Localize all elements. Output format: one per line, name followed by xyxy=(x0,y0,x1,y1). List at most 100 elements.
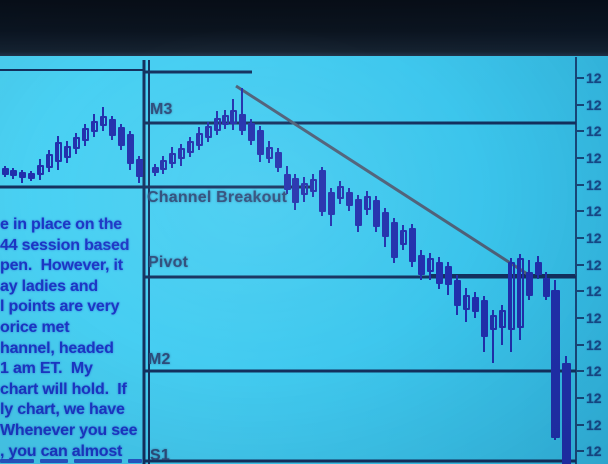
level-label-pivot: Pivot xyxy=(148,254,189,271)
candle-wick xyxy=(312,174,314,197)
candle-bullish xyxy=(91,121,98,132)
candle-bullish xyxy=(230,110,237,124)
commentary-text-panel[interactable]: e in place on the 44 session based pen. Ho… xyxy=(0,204,144,464)
candle-wick xyxy=(501,305,503,345)
commentary-line: hannel, headed xyxy=(0,339,114,357)
candle-wick xyxy=(510,258,512,352)
candle-bearish xyxy=(562,363,571,464)
price-tick-label: 12 xyxy=(586,337,602,353)
candle-bearish xyxy=(10,170,17,176)
candle-bullish xyxy=(463,295,470,310)
candle-bearish xyxy=(391,222,398,258)
candle-bullish xyxy=(196,133,203,146)
candle-bearish xyxy=(319,170,326,212)
commentary-line: Whenever you see xyxy=(0,422,138,439)
commentary-line: l points are very xyxy=(0,298,120,316)
candle-bullish xyxy=(266,147,273,159)
candle-wick xyxy=(48,150,50,172)
candle-wick xyxy=(241,88,243,135)
candle-wick xyxy=(492,310,494,363)
candle-bearish xyxy=(418,255,425,275)
candle-bearish xyxy=(109,119,116,136)
candle-wick xyxy=(268,141,270,163)
candle-bearish xyxy=(355,199,362,226)
candle-wick xyxy=(366,191,368,215)
price-tick-label: 12 xyxy=(586,203,602,219)
level-label-channel-breakout: Channel Breakout xyxy=(147,189,288,206)
candle-bullish xyxy=(178,148,185,159)
candle-bullish xyxy=(222,115,229,125)
candle-wick xyxy=(84,124,86,146)
candle-bearish xyxy=(19,172,26,178)
candle-bullish xyxy=(490,315,497,330)
candle-wick xyxy=(216,111,218,135)
candle-wick xyxy=(232,99,234,130)
price-tick-label: 12 xyxy=(586,363,602,379)
candle-bearish xyxy=(136,159,143,177)
candle-wick xyxy=(198,127,200,150)
downtrend-line xyxy=(235,84,533,279)
level-label-s1: S1 xyxy=(150,447,170,464)
candle-bullish xyxy=(310,179,317,192)
candle-bullish xyxy=(37,165,44,175)
candle-bullish xyxy=(187,141,194,153)
price-tick-label: 12 xyxy=(586,443,602,459)
candle-bullish xyxy=(517,258,524,328)
candle-bullish xyxy=(214,118,221,131)
clipped-text-fragment xyxy=(40,459,68,463)
candle-bullish xyxy=(508,262,515,330)
clipped-text-fragment xyxy=(0,459,34,463)
candle-bullish xyxy=(55,142,62,162)
candle-bullish xyxy=(427,258,434,272)
candle-bullish xyxy=(364,196,371,210)
candle-bearish xyxy=(275,152,282,168)
candle-bearish xyxy=(292,178,299,203)
commentary-line: chart will hold. If xyxy=(0,380,127,398)
candle-wick xyxy=(189,137,191,157)
price-tick-label: 12 xyxy=(586,310,602,326)
commentary-line: pen. However, it xyxy=(0,257,123,275)
clipped-text-fragment xyxy=(128,459,142,463)
candle-wick xyxy=(102,107,104,131)
commentary-line: ly chart, we have xyxy=(0,401,125,419)
price-tick-label: 12 xyxy=(586,230,602,246)
commentary-line: orice met xyxy=(0,319,70,336)
candle-bullish xyxy=(205,126,212,138)
candle-bullish xyxy=(301,183,308,195)
candle-bullish xyxy=(82,128,89,141)
price-tick-label: 12 xyxy=(586,150,602,166)
candle-bullish xyxy=(160,160,167,170)
candle-bearish xyxy=(346,192,353,206)
candle-wick xyxy=(66,141,68,163)
candle-wick xyxy=(39,159,41,180)
price-tick-label: 12 xyxy=(586,123,602,139)
commentary-line: 44 session based xyxy=(0,236,130,254)
price-tick-label: 12 xyxy=(586,390,602,406)
candle-wick xyxy=(224,110,226,129)
candle-bearish xyxy=(239,114,246,131)
price-tick-label: 12 xyxy=(586,257,602,273)
candle-bearish xyxy=(257,130,264,155)
candle-wick xyxy=(519,254,521,340)
candle-wick xyxy=(171,147,173,168)
candle-bullish xyxy=(337,186,344,199)
candle-bearish xyxy=(248,123,255,141)
candle-bearish xyxy=(535,262,542,275)
candle-bearish xyxy=(551,290,560,438)
candle-wick xyxy=(162,156,164,174)
candle-bearish xyxy=(284,174,291,190)
price-tick-label: 12 xyxy=(586,97,602,113)
candle-bearish xyxy=(118,127,125,146)
price-tick-label: 12 xyxy=(586,70,602,86)
candle-bearish xyxy=(328,192,335,215)
candle-bearish xyxy=(543,278,550,297)
candle-bullish xyxy=(73,137,80,149)
candle-bearish xyxy=(28,173,35,179)
candle-bullish xyxy=(169,153,176,164)
candle-bearish xyxy=(526,272,533,296)
commentary-line: , you can almost xyxy=(0,442,123,460)
price-tick-label: 12 xyxy=(586,283,602,299)
